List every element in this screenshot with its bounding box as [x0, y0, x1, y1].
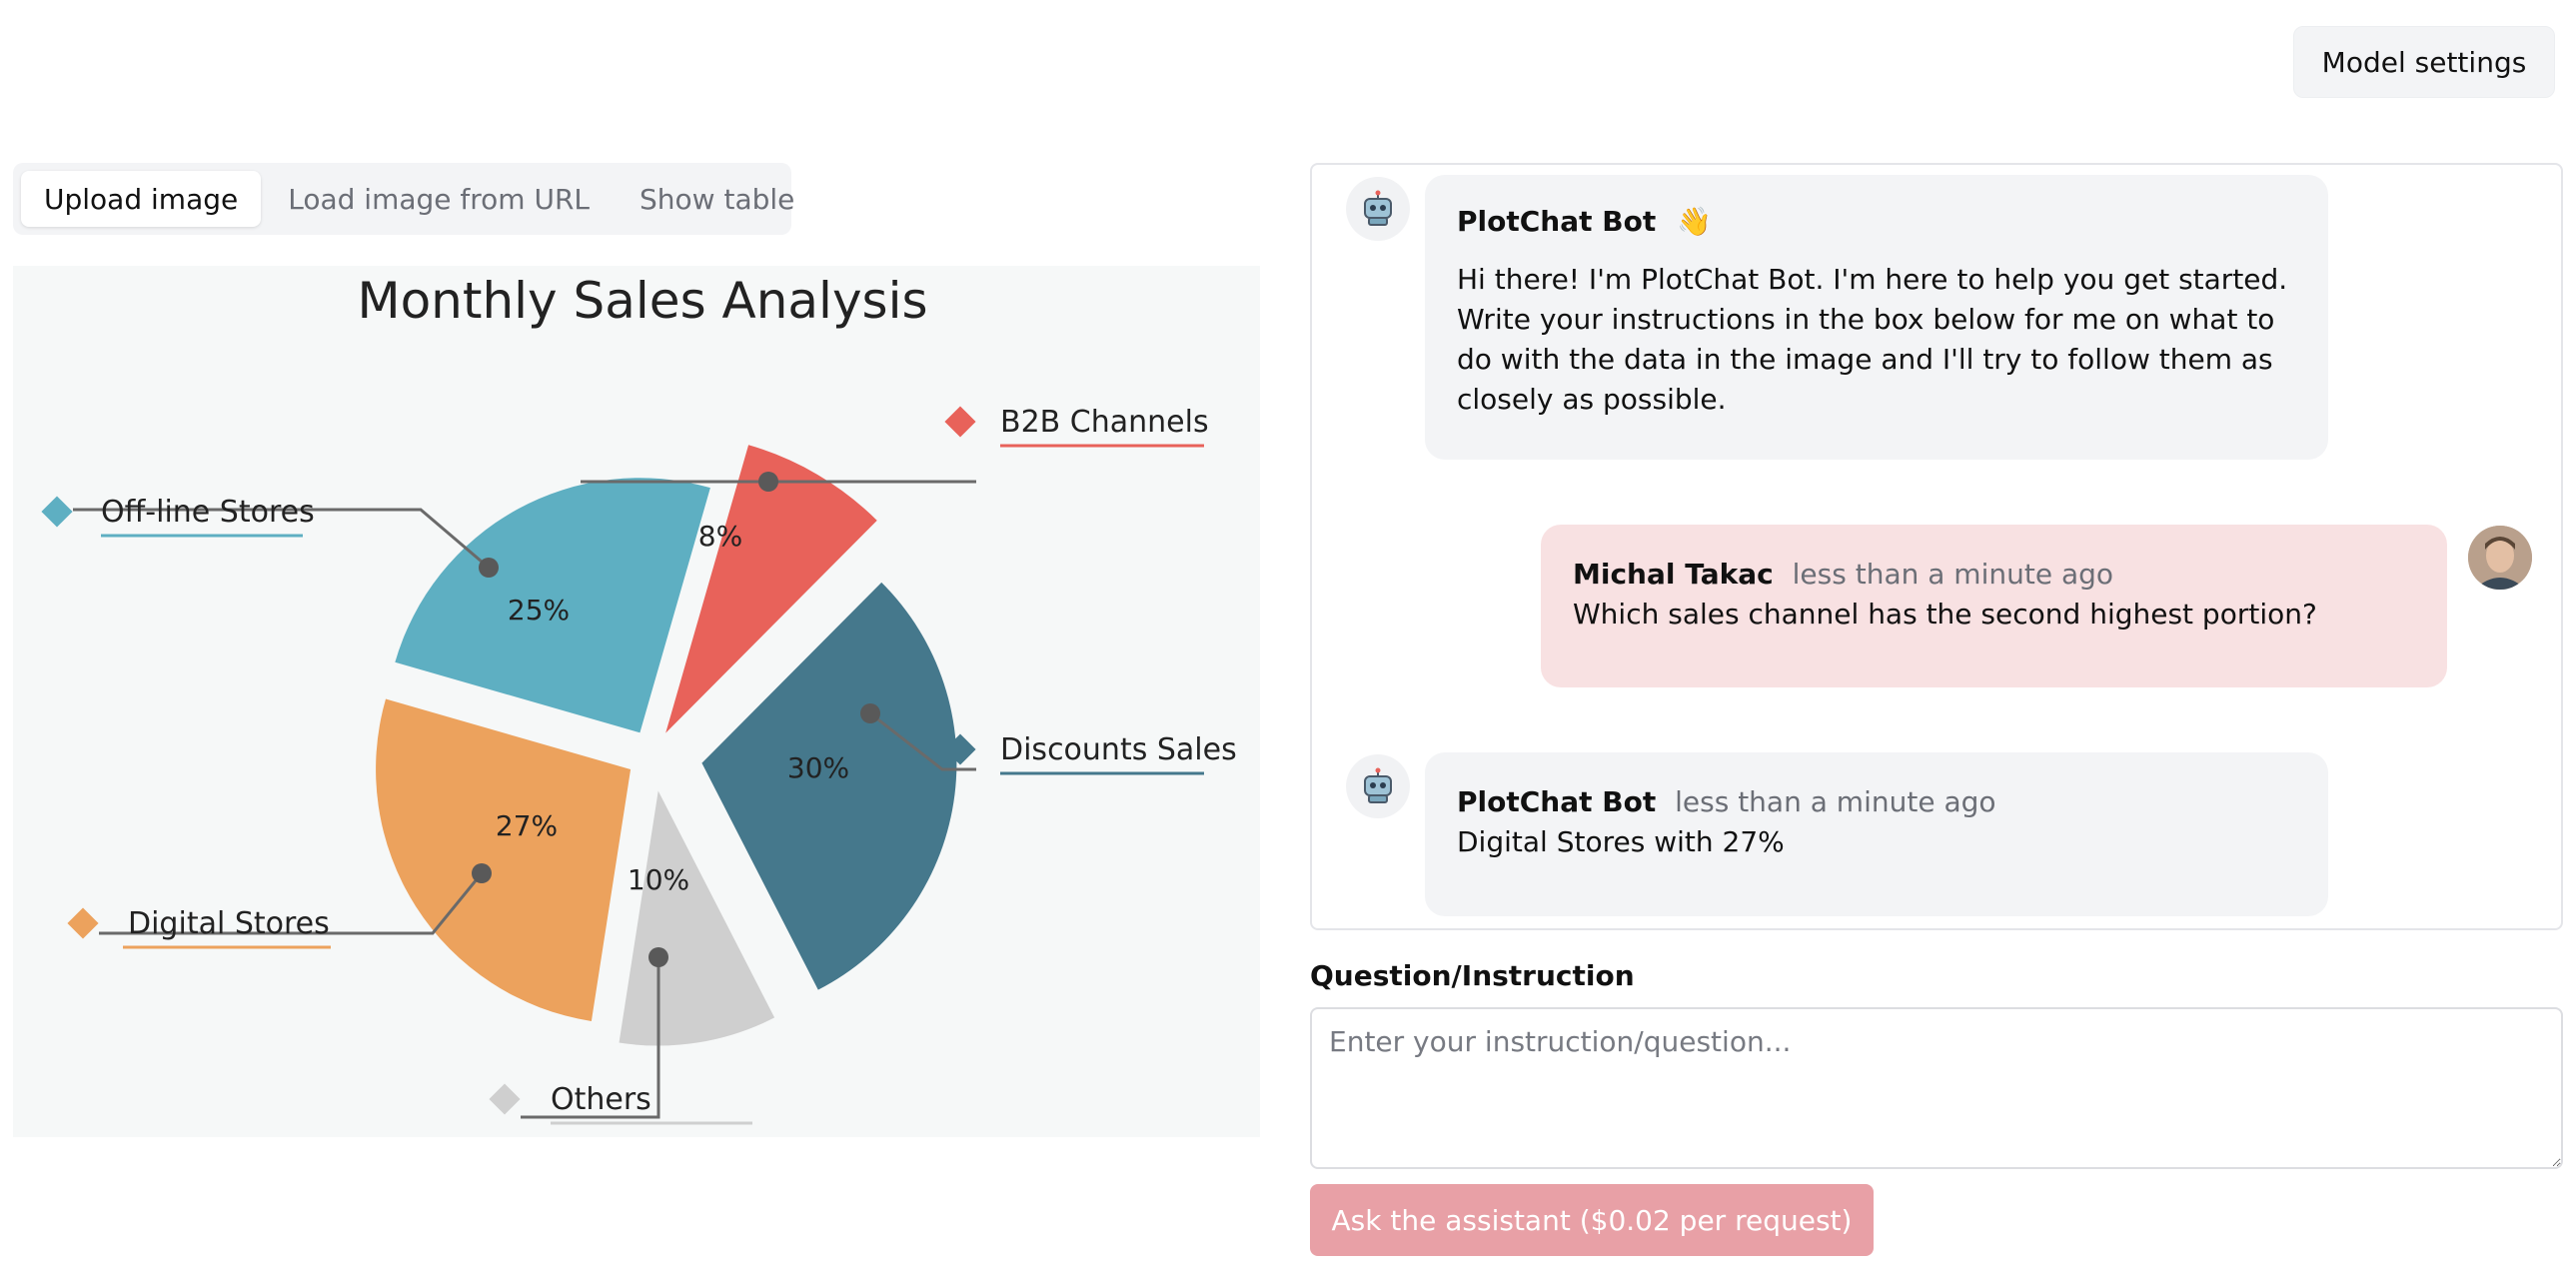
message-text: Digital Stores with 27%	[1457, 825, 1785, 858]
message-header: PlotChat Bot 👋	[1457, 202, 2296, 242]
message-text: Which sales channel has the second highe…	[1573, 598, 2317, 631]
slice-label: Digital Stores	[128, 906, 330, 941]
slice-label: Off-line Stores	[101, 495, 315, 530]
leader-dot	[648, 947, 668, 967]
slice-percent-label: 25%	[508, 594, 570, 627]
leader-dot	[860, 703, 880, 723]
tab-load-image-from-url[interactable]: Load image from URL	[288, 182, 591, 216]
user-avatar	[2468, 526, 2532, 590]
legend-diamond-icon	[67, 907, 99, 939]
question-label: Question/Instruction	[1310, 959, 1635, 992]
legend-diamond-icon	[944, 406, 976, 438]
leader-dot	[758, 472, 778, 492]
chart-image: Monthly Sales Analysis B2B Channels 8% Dis…	[13, 266, 1260, 1137]
robot-icon	[1364, 190, 1392, 226]
pie-slice-b2b-channels	[665, 445, 877, 733]
message-timestamp: less than a minute ago	[1792, 558, 2114, 591]
sender-name: PlotChat Bot	[1457, 205, 1657, 238]
slice-label: B2B Channels	[1000, 405, 1209, 440]
legend-diamond-icon	[489, 1083, 521, 1115]
slice-percent-label: 10%	[628, 863, 689, 896]
slice-percent-label: 27%	[496, 809, 558, 842]
leader-dot	[479, 558, 499, 578]
message-header: PlotChat Bot less than a minute ago	[1457, 782, 2296, 822]
sender-name: Michal Takac	[1573, 558, 1774, 591]
tab-upload-image[interactable]: Upload image	[21, 171, 262, 227]
wave-emoji: 👋	[1677, 205, 1712, 238]
slice-percent-label: 8%	[698, 520, 742, 553]
slice-label: Others	[551, 1082, 651, 1117]
message-text: Hi there! I'm PlotChat Bot. I'm here to …	[1457, 263, 2288, 416]
tab-show-table[interactable]: Show table	[640, 182, 795, 216]
leader-line	[99, 872, 484, 935]
pie-slice-digital-stores	[376, 698, 632, 1021]
pie-slice-off-line-stores	[395, 478, 710, 733]
user-message-bubble: Michal Takac less than a minute ago Whic…	[1541, 525, 2447, 687]
image-source-tabs: Upload image Load image from URL Show ta…	[13, 163, 794, 235]
slice-label: Discounts Sales	[1000, 732, 1237, 767]
leader-line	[73, 508, 490, 570]
message-header: Michal Takac less than a minute ago	[1573, 555, 2415, 595]
chart-title: Monthly Sales Analysis	[357, 272, 927, 330]
chat-panel[interactable]: PlotChat Bot 👋 Hi there! I'm PlotChat Bo…	[1310, 163, 2563, 930]
pie-slice-discounts-sales	[701, 582, 957, 990]
model-settings-button[interactable]: Model settings	[2293, 26, 2555, 98]
user-photo-icon	[2468, 526, 2532, 590]
pie-chart: Monthly Sales Analysis B2B Channels 8% Dis…	[41, 272, 1237, 1125]
robot-icon	[1364, 767, 1392, 803]
bot-message-bubble: PlotChat Bot less than a minute ago Digi…	[1425, 752, 2328, 916]
legend-diamond-icon	[41, 496, 73, 528]
message-timestamp: less than a minute ago	[1675, 785, 1996, 818]
sender-name: PlotChat Bot	[1457, 785, 1657, 818]
slice-percent-label: 30%	[787, 751, 849, 784]
leader-line	[869, 711, 976, 771]
question-input[interactable]	[1310, 1007, 2563, 1169]
leader-line	[521, 957, 660, 1119]
leader-dot	[472, 863, 492, 883]
ask-assistant-button[interactable]: Ask the assistant ($0.02 per request)	[1310, 1184, 1874, 1256]
bot-avatar	[1346, 177, 1410, 241]
bot-avatar	[1346, 754, 1410, 818]
bot-message-bubble: PlotChat Bot 👋 Hi there! I'm PlotChat Bo…	[1425, 175, 2328, 460]
